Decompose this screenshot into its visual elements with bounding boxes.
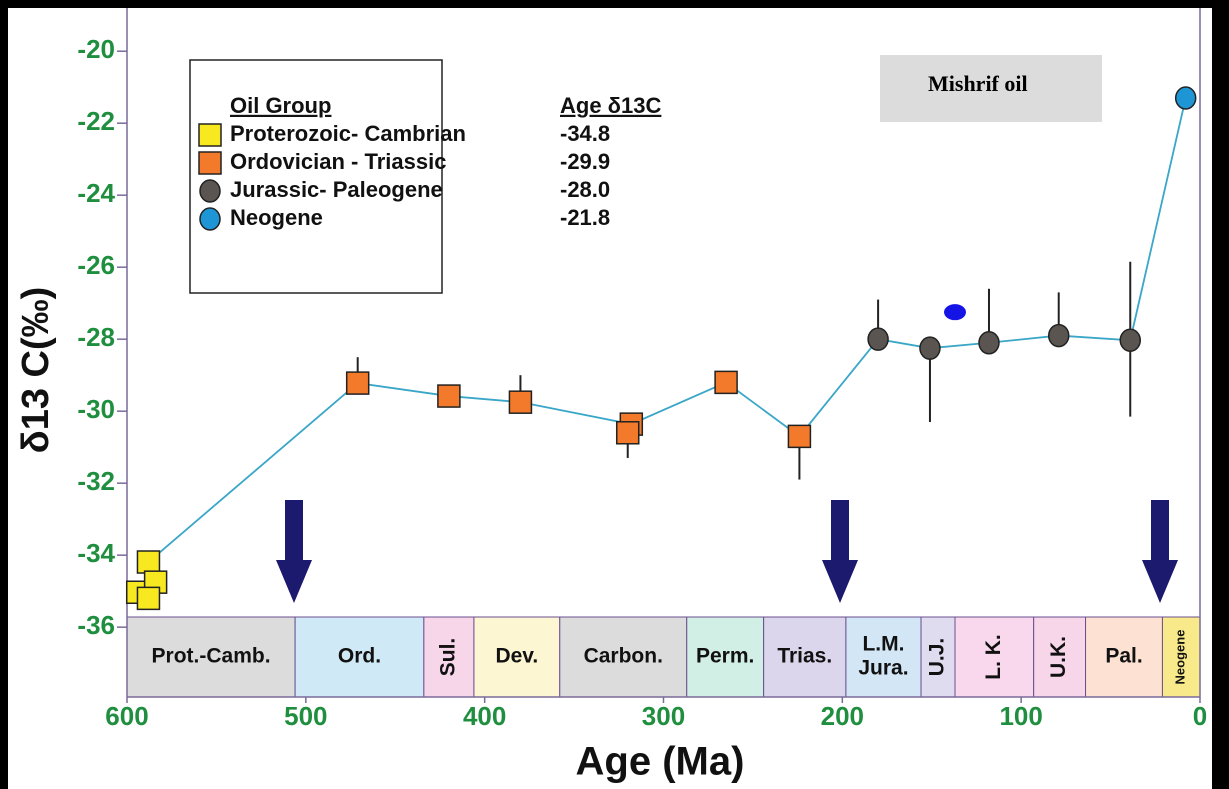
x-tick-label: 300 [642, 701, 685, 731]
marker [198, 123, 222, 147]
y-tick-label: -32 [77, 466, 115, 496]
period-label: U.J. [926, 638, 949, 677]
x-tick-label: 500 [284, 701, 327, 731]
y-tick-label: -30 [77, 394, 115, 424]
legend-header: Age δ13C [560, 93, 661, 118]
period-label: Carbon. [584, 645, 663, 668]
annotation-box [880, 55, 1102, 122]
marker [345, 371, 370, 395]
period-label: L. K. [982, 634, 1005, 680]
y-tick-label: -22 [77, 106, 115, 136]
frame-right [1212, 0, 1229, 789]
timescale: Prot.-Camb. Ord. Sul. Dev. Carbon. Perm. Trias… [126, 616, 1201, 698]
period-box [559, 616, 688, 698]
legend-label: Jurassic- Paleogene [230, 177, 443, 202]
period-box [845, 616, 922, 698]
marker [978, 331, 1000, 355]
period-box [1085, 616, 1163, 698]
x-tick-label: 400 [463, 701, 506, 731]
x-tick-label: 100 [999, 701, 1042, 731]
period-box [126, 616, 296, 698]
period-box [423, 616, 475, 698]
marker [199, 207, 221, 231]
y-tick-label: -36 [77, 610, 115, 640]
arrow [822, 500, 858, 603]
marker [136, 550, 161, 574]
x-axis-label: Age (Ma) [576, 740, 745, 784]
period-label: Trias. [777, 645, 832, 668]
legend-label: Ordovician - Triassic [230, 149, 446, 174]
legend-label: Proterozoic- Cambrian [230, 121, 466, 146]
period-label: Prot.-Camb. [152, 645, 271, 668]
period-box [686, 616, 765, 698]
period-box [473, 616, 561, 698]
period-label: Neogene [1173, 630, 1188, 685]
marker [199, 179, 221, 203]
frame-left [0, 0, 8, 789]
annotation-point [943, 304, 966, 321]
arrow [1142, 500, 1178, 603]
y-axis-label: δ13 C(‰) [15, 287, 57, 454]
marker [1174, 86, 1197, 110]
legend-value: -29.9 [560, 149, 610, 174]
marker [867, 327, 889, 351]
period-label: Sul. [436, 638, 459, 677]
period-label: U.K. [1047, 636, 1070, 678]
period-label: Pal. [1105, 645, 1142, 668]
period-label: Perm. [696, 645, 754, 668]
marker [508, 390, 533, 414]
marker [198, 151, 222, 175]
plot-area: -20 -22 -24 -26 -28 -30 -32 -34 -36 600 500 400 300 2… [77, 8, 1207, 731]
period-label: L.M. [862, 633, 904, 656]
marker [136, 586, 161, 611]
period-box [294, 616, 425, 698]
arrow [276, 500, 312, 603]
marker [787, 424, 812, 449]
legend-box [189, 59, 443, 294]
y-tick-label: -26 [77, 250, 115, 280]
x-tick-label: 200 [821, 701, 864, 731]
marker [1119, 328, 1142, 353]
legend-header: Oil Group [230, 93, 331, 118]
period-label: Jura. [858, 657, 908, 680]
frame-top [0, 0, 1229, 8]
legend-label: Neogene [230, 205, 323, 230]
y-tick-label: -34 [77, 538, 115, 568]
period-box [954, 616, 1035, 698]
x-tick-label: 600 [105, 701, 148, 731]
legend-value: -21.8 [560, 205, 610, 230]
annotation-label: Mishrif oil [928, 71, 1028, 96]
legend-value: -28.0 [560, 177, 610, 202]
marker [615, 421, 640, 445]
marker [1047, 323, 1070, 348]
legend: Oil Group Age δ13C Proterozoic- Cambrian -3… [198, 93, 661, 231]
marker [437, 384, 461, 408]
y-tick-label: -20 [77, 34, 115, 64]
y-tick-label: -28 [77, 322, 115, 352]
arrows [276, 500, 1178, 603]
x-tick-label: 0 [1193, 701, 1207, 731]
marker [714, 370, 738, 395]
period-label: Ord. [338, 645, 381, 668]
legend-value: -34.8 [560, 121, 610, 146]
period-label: Dev. [495, 645, 538, 668]
marker [919, 336, 941, 360]
y-tick-label: -24 [77, 178, 115, 208]
